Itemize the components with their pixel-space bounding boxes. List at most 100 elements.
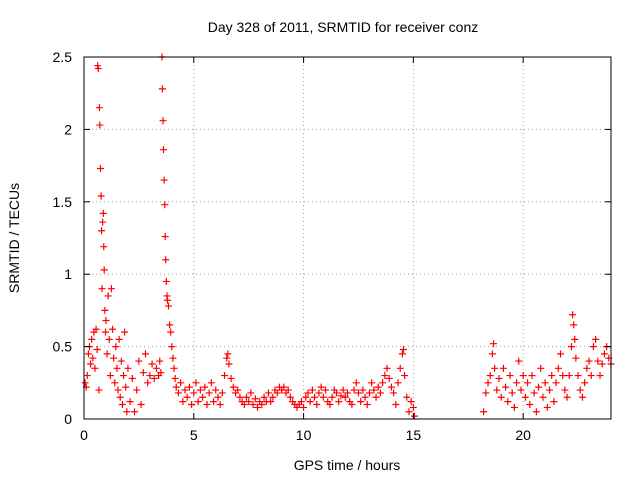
data-point [83,372,91,380]
data-point [596,372,604,380]
data-point [137,401,145,409]
data-point [105,335,113,343]
data-point [156,357,164,365]
data-point [264,389,272,397]
data-point [124,364,132,372]
data-point [546,386,554,394]
data-point [409,403,417,411]
data-point [106,372,114,380]
data-point [171,374,179,382]
data-point [398,350,406,358]
data-point [484,379,492,387]
data-point [585,357,593,365]
data-point [526,401,534,409]
data-point [146,372,154,380]
data-point [188,401,196,409]
data-point [157,369,165,377]
data-point [365,389,373,397]
data-point [383,364,391,372]
data-point [499,364,507,372]
data-point [319,393,327,401]
grid-lines [84,57,611,419]
data-point [93,345,101,353]
data-point [541,379,549,387]
data-point [216,401,224,409]
data-point [344,389,351,397]
data-point [98,285,106,293]
data-point [181,386,189,394]
data-point [571,335,579,343]
data-point [214,393,222,401]
data-point [242,393,250,401]
data-point [251,395,259,403]
data-point [123,408,131,416]
data-point [113,364,121,372]
data-point [407,398,415,406]
data-point [163,296,171,304]
data-point [497,393,505,401]
data-point [587,372,595,380]
data-point [368,379,376,387]
data-point [92,325,100,333]
data-point [359,386,367,394]
data-point [556,350,564,358]
data-point [273,389,281,397]
y-axis-label: SRMTID / TECUs [6,183,22,293]
data-point [150,374,158,382]
data-point [245,398,253,406]
data-point [253,403,261,411]
data-point [177,379,185,387]
data-point [297,398,305,406]
data-point [322,386,330,394]
data-point [159,146,167,154]
data-point [160,176,168,184]
data-point [482,389,490,397]
data-point [139,369,147,377]
data-point [561,386,569,394]
x-tick-label: 0 [80,427,88,443]
data-point [107,285,115,293]
data-point [269,393,277,401]
data-point [495,374,503,382]
data-point [486,372,494,380]
axes: 0 5 10 15 20 0 0.5 1 1.5 2 2.5 [53,49,611,443]
data-point [240,401,248,409]
data-point [535,383,543,391]
data-point [390,389,398,397]
data-point [480,408,488,416]
data-point [109,325,117,333]
y-tick-label: 0.5 [53,339,73,355]
data-point [100,243,108,251]
data-point [225,360,233,368]
data-point [302,393,310,401]
data-point [196,386,204,394]
data-point [387,383,395,391]
data-point [572,354,580,362]
y-tick-label: 1 [64,266,72,282]
data-point [490,340,498,348]
x-tick-label: 20 [515,427,531,443]
data-point [513,379,521,387]
data-point [128,374,136,382]
data-point [174,389,182,397]
data-point [554,364,562,372]
data-point [491,364,499,372]
data-point [224,350,232,358]
data-point [170,364,178,372]
x-tick-label: 15 [406,427,422,443]
data-point [403,393,411,401]
data-point [183,393,191,401]
data-point [133,386,141,394]
data-point [381,372,389,380]
data-point [99,209,107,217]
data-point [493,386,501,394]
data-point [167,328,175,336]
data-point [326,401,334,409]
data-point [223,354,231,362]
data-point [284,386,292,394]
data-point [116,393,124,401]
data-point [328,393,336,401]
data-point [559,372,567,380]
data-point [394,379,402,387]
